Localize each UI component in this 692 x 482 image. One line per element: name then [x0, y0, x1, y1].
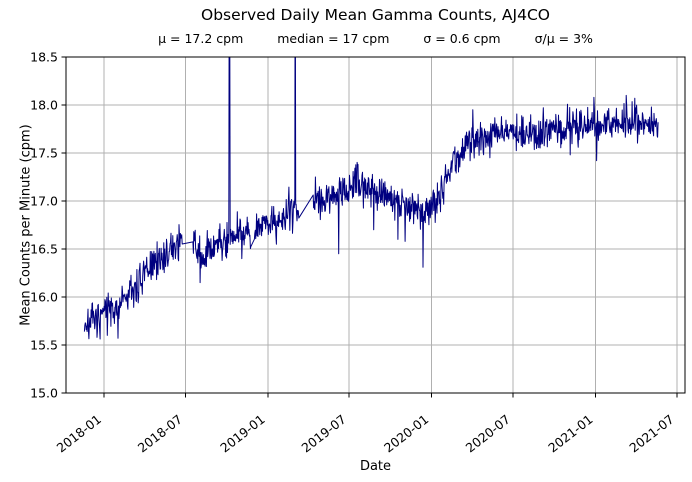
data-line	[83, 57, 659, 340]
stat-sigma: σ = 0.6 cpm	[423, 31, 501, 46]
x-tick-label: 2020-07	[463, 412, 513, 456]
x-tick-label: 2019-01	[217, 412, 267, 456]
y-tick-label: 17.0	[30, 194, 58, 209]
stat-sigma-over-mean: σ/μ = 3%	[534, 31, 593, 46]
y-tick-label: 15.0	[30, 386, 58, 401]
x-tick-label: 2020-01	[381, 412, 431, 456]
x-tick-label: 2018-01	[54, 412, 104, 456]
x-tick-label: 2021-01	[545, 412, 595, 456]
x-tick-label: 2019-07	[298, 412, 348, 456]
x-tick-label: 2018-07	[135, 412, 185, 456]
plot-border	[65, 56, 686, 394]
stat-mean: μ = 17.2 cpm	[158, 31, 244, 46]
x-axis-label: Date	[359, 459, 392, 474]
y-tick-label: 18.0	[30, 98, 58, 113]
y-tick-label: 16.5	[30, 242, 58, 257]
y-tick-label: 16.0	[30, 290, 58, 305]
chart-subtitle: μ = 17.2 cpm median = 17 cpm σ = 0.6 cpm…	[66, 31, 685, 46]
y-tick-label: 15.5	[30, 338, 58, 353]
y-tick-label: 18.5	[30, 50, 58, 65]
x-tick-label: 2021-07	[626, 412, 676, 456]
chart-title: Observed Daily Mean Gamma Counts, AJ4CO	[201, 6, 550, 24]
y-tick-label: 17.5	[30, 146, 58, 161]
stat-median: median = 17 cpm	[277, 31, 390, 46]
